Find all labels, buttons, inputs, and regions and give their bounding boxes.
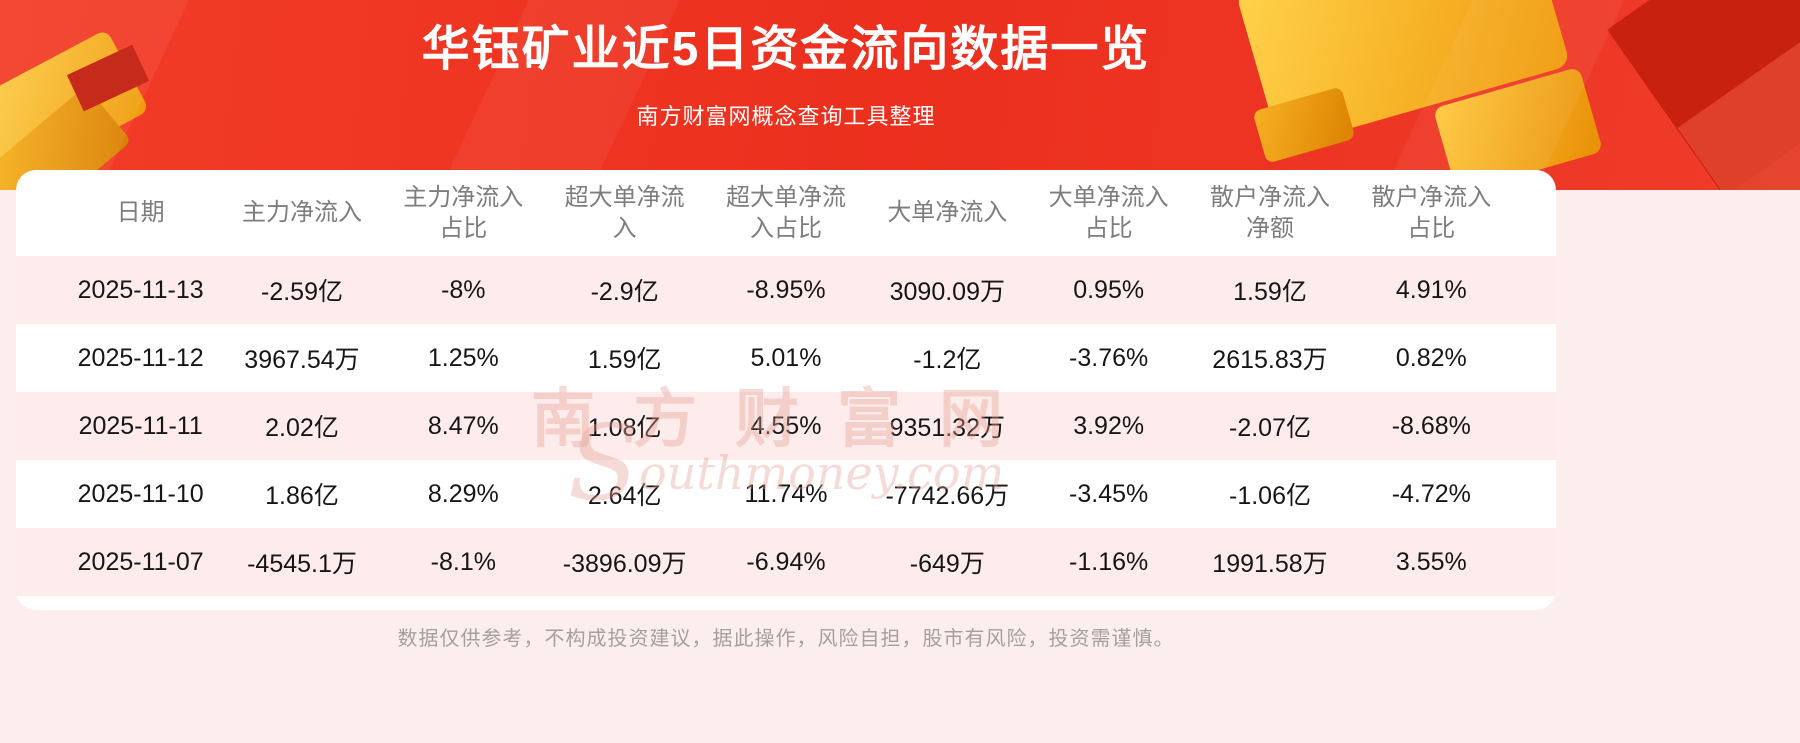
cell-xl-order-net-inflow: -3896.09万 (562, 550, 687, 578)
cell-xl-order-net-inflow: 1.08亿 (587, 414, 662, 442)
cell-retail-net-inflow: -2.07亿 (1229, 414, 1311, 442)
fund-flow-table-card: 日期 主力净流入 主力净流入占比 超大单净流入 超大单净流入占比 大单净流入 大… (16, 170, 1556, 610)
cell-xl-order-net-inflow-ratio: -8.95% (746, 275, 826, 304)
cell-retail-net-inflow-ratio: 0.82% (1395, 343, 1467, 372)
cell-retail-net-inflow: 1.59亿 (1233, 278, 1307, 306)
cell-date: 2025-11-12 (77, 343, 204, 372)
col-header-retail-net-inflow: 散户净流入净额 (1209, 183, 1330, 242)
cell-large-order-net-inflow-ratio: 3.92% (1073, 411, 1145, 440)
cell-xl-order-net-inflow-ratio: 4.55% (750, 411, 822, 440)
cell-xl-order-net-inflow-ratio: 11.74% (744, 479, 828, 508)
cell-large-order-net-inflow: 3090.09万 (889, 278, 1005, 306)
col-header-retail-net-inflow-ratio: 散户净流入占比 (1371, 183, 1492, 242)
cell-large-order-net-inflow-ratio: 0.95% (1073, 275, 1145, 304)
cell-main-net-inflow: 3967.54万 (244, 346, 360, 374)
cell-main-net-inflow-ratio: 8.29% (427, 479, 499, 508)
decoration-red-fold-right2-icon (1677, 0, 1800, 190)
table-header-row: 日期 主力净流入 主力净流入占比 超大单净流入 超大单净流入占比 大单净流入 大… (60, 170, 1512, 256)
cell-large-order-net-inflow: -7742.66万 (885, 482, 1010, 510)
hero-content: 华钰矿业近5日资金流向数据一览 南方财富网概念查询工具整理 (0, 0, 1572, 131)
cell-large-order-net-inflow-ratio: -3.45% (1069, 479, 1149, 508)
cell-retail-net-inflow-ratio: 3.55% (1395, 547, 1467, 576)
col-header-main-net-inflow: 主力净流入 (241, 199, 362, 227)
cell-main-net-inflow-ratio: -8.1% (430, 547, 496, 576)
cell-date: 2025-11-13 (77, 275, 204, 304)
col-header-large-order-net-inflow-ratio: 大单净流入占比 (1048, 183, 1169, 242)
cell-retail-net-inflow: -1.06亿 (1229, 482, 1311, 510)
col-header-large-order-net-inflow: 大单净流入 (887, 199, 1008, 227)
cell-retail-net-inflow-ratio: -8.68% (1391, 411, 1471, 440)
page-subtitle: 南方财富网概念查询工具整理 (636, 104, 936, 130)
cell-date: 2025-11-07 (77, 547, 204, 576)
cell-large-order-net-inflow-ratio: -1.16% (1069, 547, 1149, 576)
cell-date: 2025-11-11 (78, 411, 203, 440)
cell-large-order-net-inflow: -649万 (909, 550, 985, 578)
cell-large-order-net-inflow-ratio: -3.76% (1069, 343, 1149, 372)
cell-retail-net-inflow: 2615.83万 (1212, 346, 1328, 374)
table-row: 2025-11-07 -4545.1万 -8.1% -3896.09万 -6.9… (16, 528, 1556, 596)
col-header-date: 日期 (116, 199, 165, 227)
table-row: 2025-11-12 3967.54万 1.25% 1.59亿 5.01% -1… (16, 324, 1556, 392)
cell-xl-order-net-inflow-ratio: -6.94% (746, 547, 826, 576)
cell-xl-order-net-inflow: 2.64亿 (587, 482, 662, 510)
cell-xl-order-net-inflow-ratio: 5.01% (750, 343, 822, 372)
table-row: 2025-11-13 -2.59亿 -8% -2.9亿 -8.95% 3090.… (16, 256, 1556, 324)
col-header-xl-order-net-inflow-ratio: 超大单净流入占比 (725, 183, 846, 242)
cell-main-net-inflow: 1.86亿 (265, 482, 339, 510)
cell-retail-net-inflow-ratio: -4.72% (1391, 479, 1471, 508)
col-header-xl-order-net-inflow: 超大单净流入 (564, 183, 685, 242)
cell-xl-order-net-inflow: 1.59亿 (587, 346, 662, 374)
cell-retail-net-inflow: 1991.58万 (1212, 550, 1328, 578)
cell-main-net-inflow-ratio: 8.47% (427, 411, 499, 440)
col-header-main-net-inflow-ratio: 主力净流入占比 (403, 183, 524, 242)
table-row: 2025-11-10 1.86亿 8.29% 2.64亿 11.74% -774… (16, 460, 1556, 528)
cell-date: 2025-11-10 (77, 479, 204, 508)
cell-main-net-inflow: -4545.1万 (247, 550, 357, 578)
hero-banner: 华钰矿业近5日资金流向数据一览 南方财富网概念查询工具整理 (0, 0, 1800, 190)
decoration-red-fold-right-icon (1607, 0, 1800, 190)
cell-main-net-inflow: -2.59亿 (261, 278, 343, 306)
table-row: 2025-11-11 2.02亿 8.47% 1.08亿 4.55% 9351.… (16, 392, 1556, 460)
cell-retail-net-inflow-ratio: 4.91% (1395, 275, 1467, 304)
page-title: 华钰矿业近5日资金流向数据一览 (421, 23, 1151, 76)
cell-xl-order-net-inflow: -2.9亿 (590, 278, 659, 306)
cell-main-net-inflow-ratio: 1.25% (427, 343, 499, 372)
cell-large-order-net-inflow: -1.2亿 (913, 346, 982, 374)
cell-main-net-inflow-ratio: -8% (441, 275, 486, 304)
cell-large-order-net-inflow: 9351.32万 (889, 414, 1005, 442)
disclaimer-text: 数据仅供参考，不构成投资建议，据此操作，风险自担，股市有风险，投资需谨慎。 (397, 628, 1175, 650)
cell-main-net-inflow: 2.02亿 (265, 414, 339, 442)
